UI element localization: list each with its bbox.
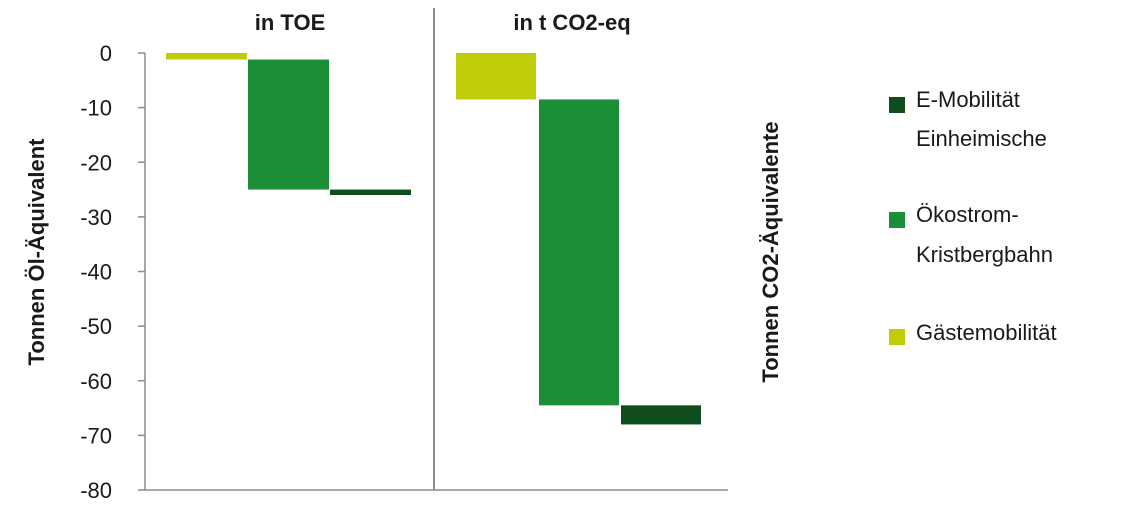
bars xyxy=(166,53,701,425)
bar xyxy=(248,59,329,190)
legend-swatch xyxy=(889,97,905,113)
y-tick-label: -40 xyxy=(80,260,112,285)
bar xyxy=(330,189,411,196)
y-tick-label: -30 xyxy=(80,205,112,230)
legend-label: Kristbergbahn xyxy=(916,242,1053,267)
legend: E-Mobilität Einheimische Ökostrom- Kristber… xyxy=(889,87,1057,345)
bar xyxy=(456,53,536,100)
y-tick-label: 0 xyxy=(100,41,112,66)
y-axis-title-right: Tonnen CO2-Äquivalente xyxy=(758,121,783,382)
legend-label: Gästemobilität xyxy=(916,320,1057,345)
legend-label: E-Mobilität xyxy=(916,87,1020,112)
bar xyxy=(539,99,619,406)
legend-label: Einheimische xyxy=(916,126,1047,151)
y-tick-label: -20 xyxy=(80,150,112,175)
y-tick-label: -60 xyxy=(80,369,112,394)
y-tick-label: -50 xyxy=(80,314,112,339)
legend-swatch xyxy=(889,212,905,228)
legend-swatch xyxy=(889,329,905,345)
bar xyxy=(166,53,247,60)
panel-title: in t CO2-eq xyxy=(513,10,630,35)
y-tick-label: -10 xyxy=(80,96,112,121)
labels: 0 -10 -20 -30 -40 -50 -60 -70 -80 in TOE in t CO2-… xyxy=(24,10,783,503)
axes xyxy=(138,8,728,491)
bar xyxy=(621,405,701,425)
y-tick-label: -80 xyxy=(80,478,112,503)
legend-label: Ökostrom- xyxy=(916,202,1019,227)
y-axis-title-left: Tonnen Öl-Äquivalent xyxy=(24,138,49,366)
y-tick-label: -70 xyxy=(80,423,112,448)
panel-title: in TOE xyxy=(255,10,326,35)
